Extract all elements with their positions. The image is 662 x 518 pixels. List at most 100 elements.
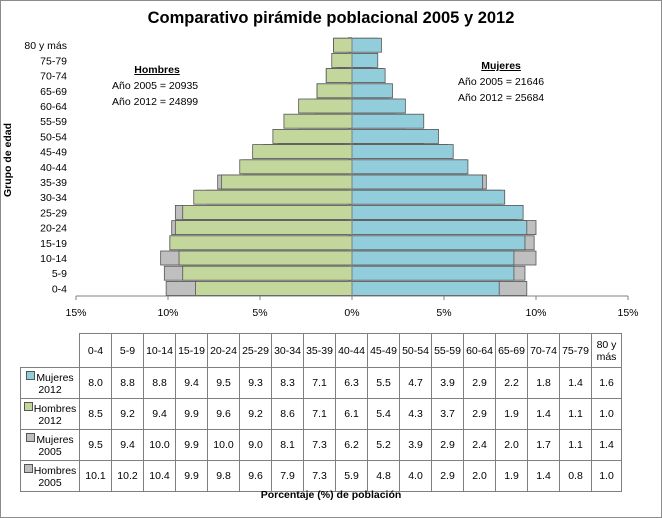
table-row: Hombres 2005 10.1 10.2 10.4 9.9 9.8 9.6 7.9 7.3 5.… — [20, 460, 622, 492]
bar-mujeres-2012-50-54 — [351, 128, 439, 144]
table-cell: 1.4 — [591, 429, 622, 461]
table-cell: 9.4 — [175, 367, 208, 399]
table-column-header: 0-4 — [79, 333, 112, 368]
table-cell: 9.2 — [111, 398, 144, 430]
bar-mujeres-2012-15-19 — [351, 235, 526, 251]
y-tick-label-80-y-m-s: 80 y más — [24, 40, 67, 52]
y-axis-title: Grupo de edad — [2, 122, 14, 198]
table-cell: 7.1 — [303, 367, 336, 399]
table-cell: 9.5 — [79, 429, 112, 461]
legend-key-swatch — [23, 401, 33, 411]
table-cell: 9.6 — [207, 398, 240, 430]
bar-hombres-2012-40-44 — [239, 159, 353, 175]
bar-mujeres-2012-45-49 — [351, 144, 454, 160]
table-cell: 4.0 — [399, 460, 432, 492]
table-cell: 9.5 — [207, 367, 240, 399]
x-tick-label: 5% — [436, 307, 451, 319]
x-tick-label: 10% — [157, 307, 178, 319]
data-table: 0-4 5-9 10-14 15-19 20-24 25-29 30-34 35-39 40-4… — [20, 333, 622, 492]
table-column-header: 75-79 — [559, 333, 592, 368]
bar-hombres-2012-30-34 — [193, 189, 353, 205]
chart-title: Comparativo pirámide poblacional 2005 y … — [147, 9, 515, 27]
table-cell: 2.0 — [463, 460, 496, 492]
table-column-header: 50-54 — [399, 333, 432, 368]
bar-mujeres-2012-25-29 — [351, 204, 524, 220]
table-row-label: Hombres 2012 — [20, 398, 80, 430]
table-cell: 9.3 — [239, 367, 272, 399]
bar-hombres-2012-45-49 — [252, 144, 353, 160]
table-cell: 10.1 — [79, 460, 112, 492]
bar-hombres-2012-50-54 — [272, 128, 353, 144]
table-cell: 9.9 — [175, 429, 208, 461]
table-cell: 1.6 — [591, 367, 622, 399]
table-column-header: 40-44 — [335, 333, 368, 368]
y-tick-label-45-49: 45-49 — [40, 147, 67, 159]
table-cell: 8.5 — [79, 398, 112, 430]
table-column-header: 45-49 — [367, 333, 400, 368]
table-cell: 1.7 — [527, 429, 560, 461]
y-tick-label-30-34: 30-34 — [40, 192, 67, 204]
bar-hombres-2012-35-39 — [220, 174, 353, 190]
table-cell: 10.0 — [207, 429, 240, 461]
table-cell: 5.5 — [367, 367, 400, 399]
y-tick-label-10-14: 10-14 — [40, 253, 67, 265]
table-cell: 4.3 — [399, 398, 432, 430]
legend-key-swatch — [23, 463, 33, 473]
table-cell: 1.0 — [591, 460, 622, 492]
y-tick-label-60-64: 60-64 — [40, 101, 67, 113]
y-tick-label-65-69: 65-69 — [40, 86, 67, 98]
table-cell: 2.9 — [431, 460, 464, 492]
y-tick-label-25-29: 25-29 — [40, 207, 67, 219]
axes-group: 0-4 5-9 10-14 15-19 20-24 25-29 30-34 35-39 40-4… — [24, 37, 639, 319]
table-cell: 1.9 — [495, 398, 528, 430]
bar-mujeres-2012-65-69 — [351, 83, 393, 99]
men-annotation: Hombres Año 2005 = 20935 Año 2012 = 2489… — [112, 62, 198, 110]
bar-hombres-2012-5-9 — [182, 265, 353, 281]
table-column-header: 55-59 — [431, 333, 464, 368]
y-tick-label-0-4: 0-4 — [52, 283, 67, 295]
bar-hombres-2012-10-14 — [178, 250, 353, 266]
table-header-row: 0-4 5-9 10-14 15-19 20-24 25-29 30-34 35-39 40-4… — [20, 333, 622, 368]
bar-hombres-2012-65-69 — [316, 83, 353, 99]
table-cell: 9.4 — [111, 429, 144, 461]
bar-hombres-2012-20-24 — [174, 220, 353, 236]
table-cell: 9.9 — [175, 460, 208, 492]
bar-mujeres-2012-40-44 — [351, 159, 469, 175]
table-row-label: Mujeres 2012 — [20, 367, 80, 399]
table-column-header: 65-69 — [495, 333, 528, 368]
bar-hombres-2012-55-59 — [283, 113, 353, 129]
table-cell: 9.9 — [175, 398, 208, 430]
table-cell: 6.1 — [335, 398, 368, 430]
table-cell: 9.4 — [143, 398, 176, 430]
table-cell: 6.3 — [335, 367, 368, 399]
table-cell: 7.1 — [303, 398, 336, 430]
table-cell: 2.4 — [463, 429, 496, 461]
table-column-header: 10-14 — [143, 333, 176, 368]
table-column-header: 15-19 — [175, 333, 208, 368]
y-tick-label-50-54: 50-54 — [40, 131, 67, 143]
table-cell: 1.0 — [591, 398, 622, 430]
men-annotation-title: Hombres — [134, 64, 180, 76]
table-column-header: 5-9 — [111, 333, 144, 368]
bar-mujeres-2012-75-79 — [351, 53, 379, 68]
table-cell: 3.7 — [431, 398, 464, 430]
bar-mujeres-2012-5-9 — [351, 265, 515, 281]
table-cell: 1.8 — [527, 367, 560, 399]
table-cell: 8.3 — [271, 367, 304, 399]
x-tick-label: 15% — [65, 307, 86, 319]
table-cell: 8.1 — [271, 429, 304, 461]
bar-mujeres-2012-0-4 — [351, 280, 500, 296]
y-tick-label-75-79: 75-79 — [40, 55, 67, 67]
y-tick-label-55-59: 55-59 — [40, 116, 67, 128]
women-2012-total: Año 2012 = 25684 — [458, 92, 545, 104]
table-cell: 9.6 — [239, 460, 272, 492]
table-cell: 1.9 — [495, 460, 528, 492]
bar-hombres-2012-0-4 — [195, 280, 353, 296]
women-2005-total: Año 2005 = 21646 — [458, 76, 545, 88]
bar-hombres-2012-15-19 — [169, 235, 353, 251]
x-tick-label: 15% — [617, 307, 638, 319]
table-row: Hombres 2012 8.5 9.2 9.4 9.9 9.6 9.2 8.6 7.1 6.1 5.… — [20, 398, 622, 430]
bar-hombres-2012-80-y-m-s — [333, 37, 353, 53]
bar-mujeres-2012-55-59 — [351, 113, 425, 129]
table-cell: 3.9 — [431, 367, 464, 399]
